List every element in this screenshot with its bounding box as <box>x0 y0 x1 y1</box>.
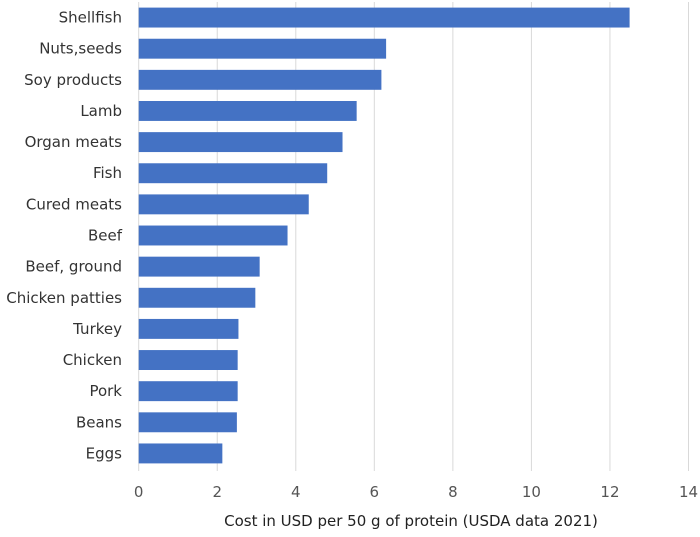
x-tick-label: 4 <box>291 483 301 501</box>
y-category-label: Organ meats <box>25 133 123 151</box>
y-category-label: Beef, ground <box>25 258 122 276</box>
y-category-label: Fish <box>93 164 122 182</box>
bar <box>138 101 357 121</box>
bar <box>138 287 256 308</box>
y-category-label: Chicken patties <box>6 289 122 307</box>
bar <box>138 412 237 433</box>
x-tick-label: 2 <box>212 483 222 501</box>
y-category-label: Beans <box>76 413 122 431</box>
y-category-label: Soy products <box>24 71 122 89</box>
y-category-label: Chicken <box>63 351 122 369</box>
y-category-label: Shellfish <box>59 9 122 27</box>
y-category-label: Pork <box>89 382 122 400</box>
bar <box>138 69 382 90</box>
y-category-label: Nuts,seeds <box>39 40 122 58</box>
x-axis-label: Cost in USD per 50 g of protein (USDA da… <box>224 512 598 530</box>
x-tick-label: 12 <box>600 483 619 501</box>
bar <box>138 7 630 28</box>
y-category-label: Cured meats <box>26 195 122 213</box>
x-tick-label: 0 <box>134 483 144 501</box>
bar <box>138 318 239 339</box>
y-category-label: Beef <box>88 227 123 245</box>
y-category-label: Eggs <box>86 444 123 462</box>
bar <box>138 163 328 184</box>
bar <box>138 443 223 464</box>
x-tick-label: 6 <box>370 483 380 501</box>
bar <box>138 350 238 370</box>
bar <box>138 194 309 215</box>
bar <box>138 256 260 277</box>
bar <box>138 38 387 59</box>
y-category-label: Turkey <box>72 320 122 338</box>
bar <box>138 381 238 402</box>
y-category-label: Lamb <box>80 102 122 120</box>
bar <box>138 225 288 246</box>
bar <box>138 132 343 153</box>
x-tick-label: 10 <box>522 483 541 501</box>
x-tick-label: 14 <box>679 483 698 501</box>
x-tick-label: 8 <box>448 483 458 501</box>
